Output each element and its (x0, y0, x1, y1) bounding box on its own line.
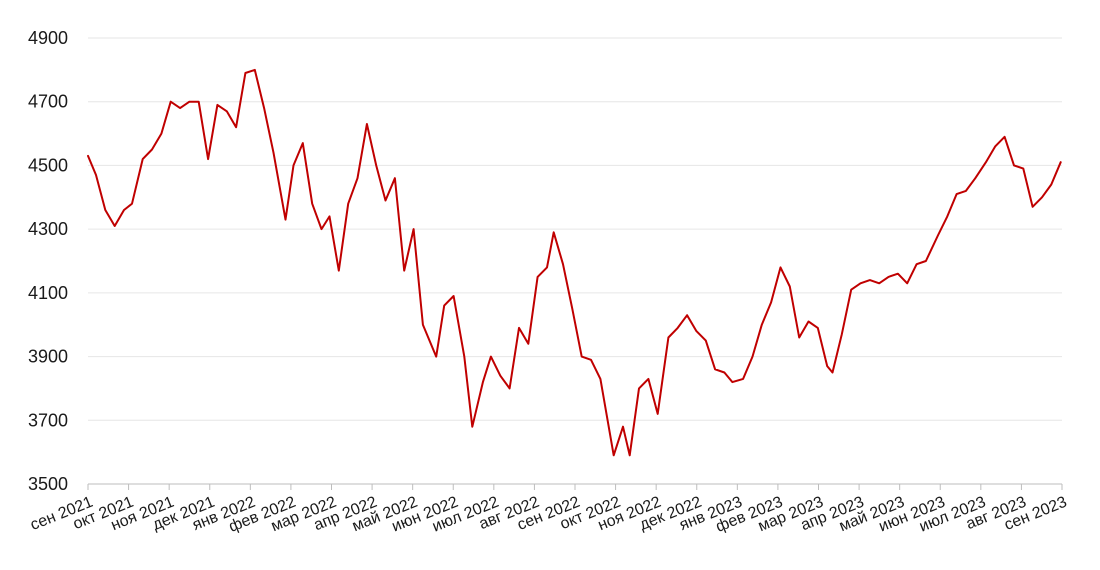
series-line (87, 68, 1062, 457)
y-tick-label: 4700 (28, 92, 68, 112)
y-tick-label: 3500 (28, 474, 68, 494)
y-tick-label: 3900 (28, 347, 68, 367)
y-tick-label: 4900 (28, 28, 68, 48)
y-tick-label: 4500 (28, 155, 68, 175)
y-tick-label: 4300 (28, 219, 68, 239)
y-tick-label: 4100 (28, 283, 68, 303)
y-axis-tick-labels: 3500 3700 3900 4100 4300 4500 4700 4900 (28, 28, 68, 494)
series-layer (87, 68, 1062, 457)
grid-lines (88, 37, 1062, 421)
y-tick-label: 3700 (28, 410, 68, 430)
